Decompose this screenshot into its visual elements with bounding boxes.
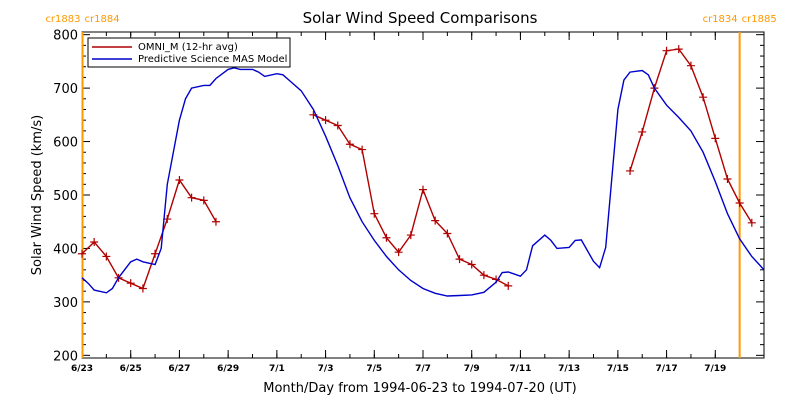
omni-data-point [674, 45, 683, 54]
carrington-label-right: cr1885 [742, 14, 777, 25]
legend-label-omni: OMNI_M (12-hr avg) [138, 42, 238, 53]
y-axis-label: Solar Wind Speed (km/s) [30, 115, 45, 275]
y-tick-label: 700 [53, 82, 78, 97]
omni-data-point [711, 134, 720, 143]
omni-data-point [78, 249, 86, 258]
y-tick-label: 200 [53, 349, 78, 364]
omni-data-point [686, 61, 695, 70]
carrington-label-right: cr1884 [85, 14, 120, 25]
omni-data-point [345, 140, 354, 149]
omni-data-point [747, 218, 756, 227]
omni-data-point [102, 252, 111, 261]
omni-data-point [175, 176, 184, 185]
omni-data-point [723, 174, 732, 183]
x-axis-label: Month/Day from 1994-06-23 to 1994-07-20 … [263, 381, 576, 396]
omni-data-point [626, 166, 635, 175]
y-tick-label: 500 [53, 189, 78, 204]
omni-data-point [455, 255, 464, 264]
y-tick-label: 800 [53, 29, 78, 44]
omni-data-point [406, 231, 415, 240]
omni-data-point [90, 238, 99, 247]
omni-data-point [333, 121, 342, 130]
y-axis: 200 300 400 500 600 700 800 [53, 29, 764, 364]
plot-frame [81, 31, 765, 359]
x-tick-label: 7/19 [704, 364, 726, 374]
omni-data-point [638, 127, 647, 136]
omni-data-point [199, 196, 208, 205]
x-tick-label: 7/11 [509, 364, 531, 374]
omni-data-point [419, 185, 427, 194]
legend-box [87, 37, 291, 68]
omni-data-point [187, 193, 196, 202]
omni-data-point [321, 116, 330, 125]
omni-data-point [431, 216, 440, 225]
y-tick-label: 600 [53, 136, 78, 151]
carrington-label-left: cr1834 [703, 14, 738, 25]
model-series-line [81, 67, 765, 297]
omni-data-point [394, 248, 403, 257]
x-tick-label: 6/25 [120, 364, 142, 374]
x-tick-label: 7/5 [366, 364, 382, 374]
plot-area [81, 31, 765, 359]
x-tick-label: 7/9 [464, 364, 480, 374]
x-tick-label: 6/27 [168, 364, 190, 374]
carrington-label-left: cr1883 [45, 14, 80, 25]
x-tick-label: 7/1 [269, 364, 285, 374]
y-tick-label: 400 [53, 242, 78, 257]
omni-data-point [735, 199, 744, 208]
x-tick-label: 6/23 [71, 364, 93, 374]
omni-data-point [504, 281, 513, 290]
omni-data-point [370, 209, 379, 218]
omni-data-point [358, 145, 367, 154]
omni-data-point [211, 217, 220, 226]
omni-data-point [382, 233, 391, 242]
legend: OMNI_M (12-hr avg) Predictive Science MA… [87, 37, 291, 68]
omni-data-point [138, 284, 147, 293]
legend-label-model: Predictive Science MAS Model [138, 54, 287, 65]
x-tick-label: 7/3 [318, 364, 334, 374]
x-tick-label: 7/17 [656, 364, 678, 374]
x-axis: 6/23 6/25 6/27 6/29 7/1 7/3 7/5 7/7 7/9 7/11 7/13 7… [71, 32, 765, 374]
omni-data-point [479, 271, 488, 280]
omni-data-point [662, 46, 671, 55]
omni-data-point [699, 93, 708, 102]
x-tick-label: 7/15 [607, 364, 629, 374]
omni-data-point [151, 249, 160, 258]
series-layer [78, 45, 765, 297]
omni-data-point [126, 279, 135, 288]
x-tick-label: 7/13 [558, 364, 580, 374]
carrington-markers: cr1883 cr1884 cr1834 cr1885 [45, 14, 777, 358]
chart-title: Solar Wind Speed Comparisons [303, 9, 538, 27]
y-tick-label: 300 [53, 296, 78, 311]
omni-data-point [467, 260, 476, 269]
x-tick-label: 7/7 [415, 364, 431, 374]
x-tick-label: 6/29 [217, 364, 239, 374]
omni-data-point [443, 229, 452, 238]
